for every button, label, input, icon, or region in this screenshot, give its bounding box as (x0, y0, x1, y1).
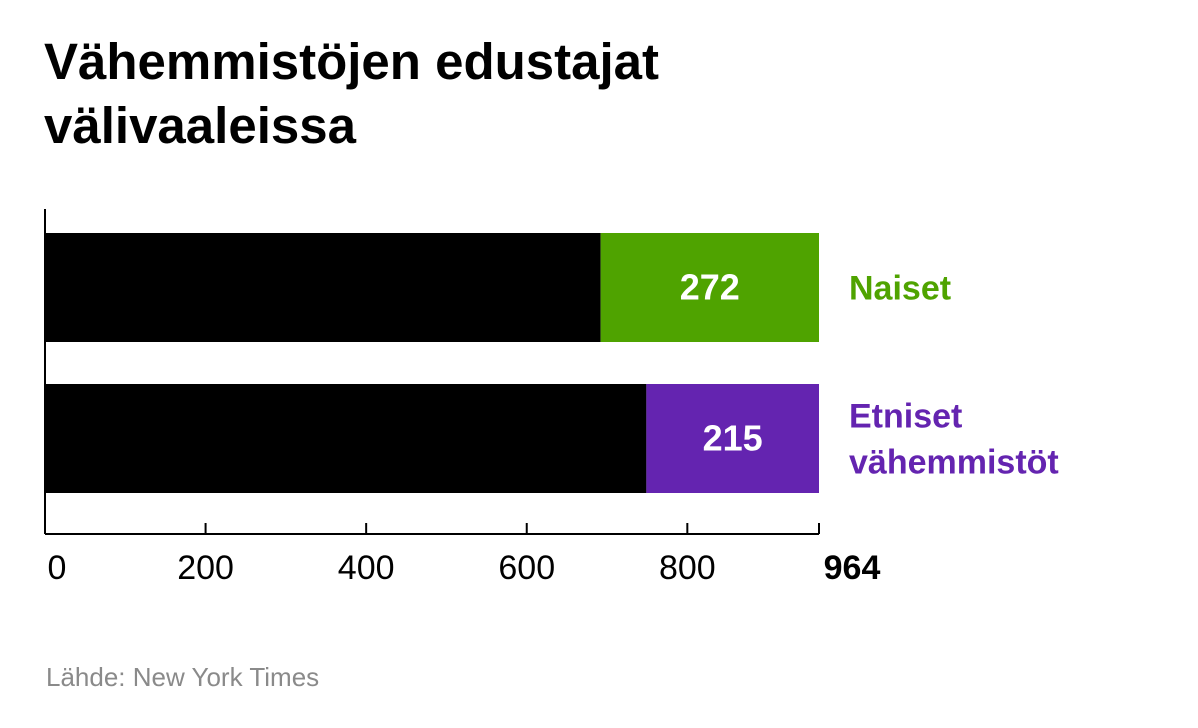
x-tick-label-200: 200 (177, 549, 234, 587)
bar-highlight-etniset-vähemmistöt (646, 384, 819, 493)
x-tick-label-800: 800 (659, 549, 716, 587)
chart-title-line-2: välivaaleissa (44, 97, 356, 154)
bar-base-etniset-vähemmistöt (45, 384, 647, 493)
bar-base-naiset (45, 233, 601, 342)
legend-label-naiset: Naiset (849, 270, 951, 308)
data-label-naiset: 272 (680, 267, 740, 308)
x-end-label: 964 (824, 549, 881, 587)
x-tick-label-400: 400 (338, 549, 395, 587)
data-label-etniset-vähemmistöt: 215 (703, 418, 763, 459)
legend-label-etniset-vähemmistöt-line-2: vähemmistöt (849, 444, 1059, 482)
legend-label-etniset-vähemmistöt-line-1: Etniset (849, 398, 962, 436)
chart-title-line-1: Vähemmistöjen edustajat (44, 33, 660, 90)
bar-highlight-naiset (600, 233, 819, 342)
stacked-bar-chart: 272 Naiset 215 Etniset vähemmistöt 0 200 400 600… (44, 209, 1059, 587)
x-tick-label-600: 600 (498, 549, 555, 587)
source-note: Lähde: New York Times (46, 662, 320, 692)
x-tick-label-0: 0 (48, 549, 67, 587)
chart-title: Vähemmistöjen edustajat välivaaleissa (44, 30, 944, 158)
